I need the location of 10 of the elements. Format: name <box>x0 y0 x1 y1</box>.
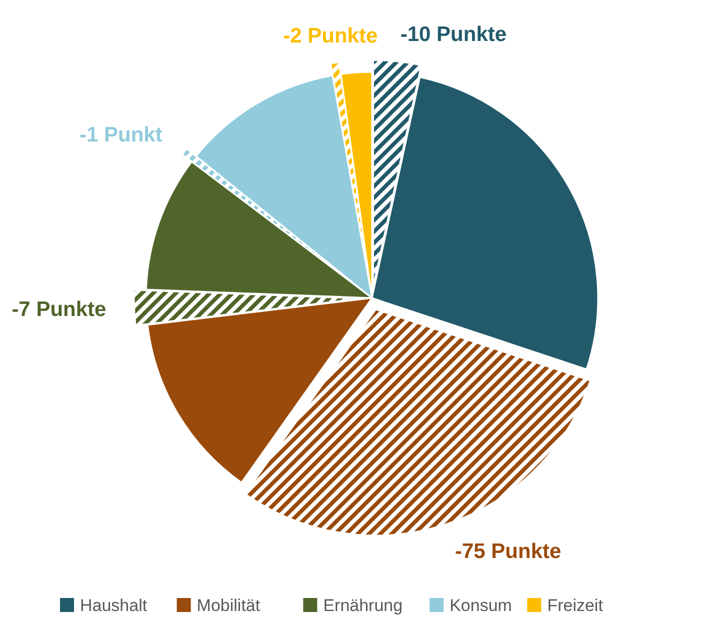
text: -75 Punkte <box>454 540 562 564</box>
text: -2 Punkte <box>283 24 378 48</box>
legend-label: Konsum <box>450 596 512 615</box>
legend-label: Mobilität <box>196 596 260 615</box>
legend-label: Haushalt <box>80 596 148 615</box>
text: -1 Punkt <box>79 124 162 147</box>
text: -10 Punkte <box>400 22 507 46</box>
legend-label: Freizeit <box>547 596 604 615</box>
text: -7 Punkte <box>12 298 106 322</box>
legend-label: Ernährung <box>323 596 403 615</box>
